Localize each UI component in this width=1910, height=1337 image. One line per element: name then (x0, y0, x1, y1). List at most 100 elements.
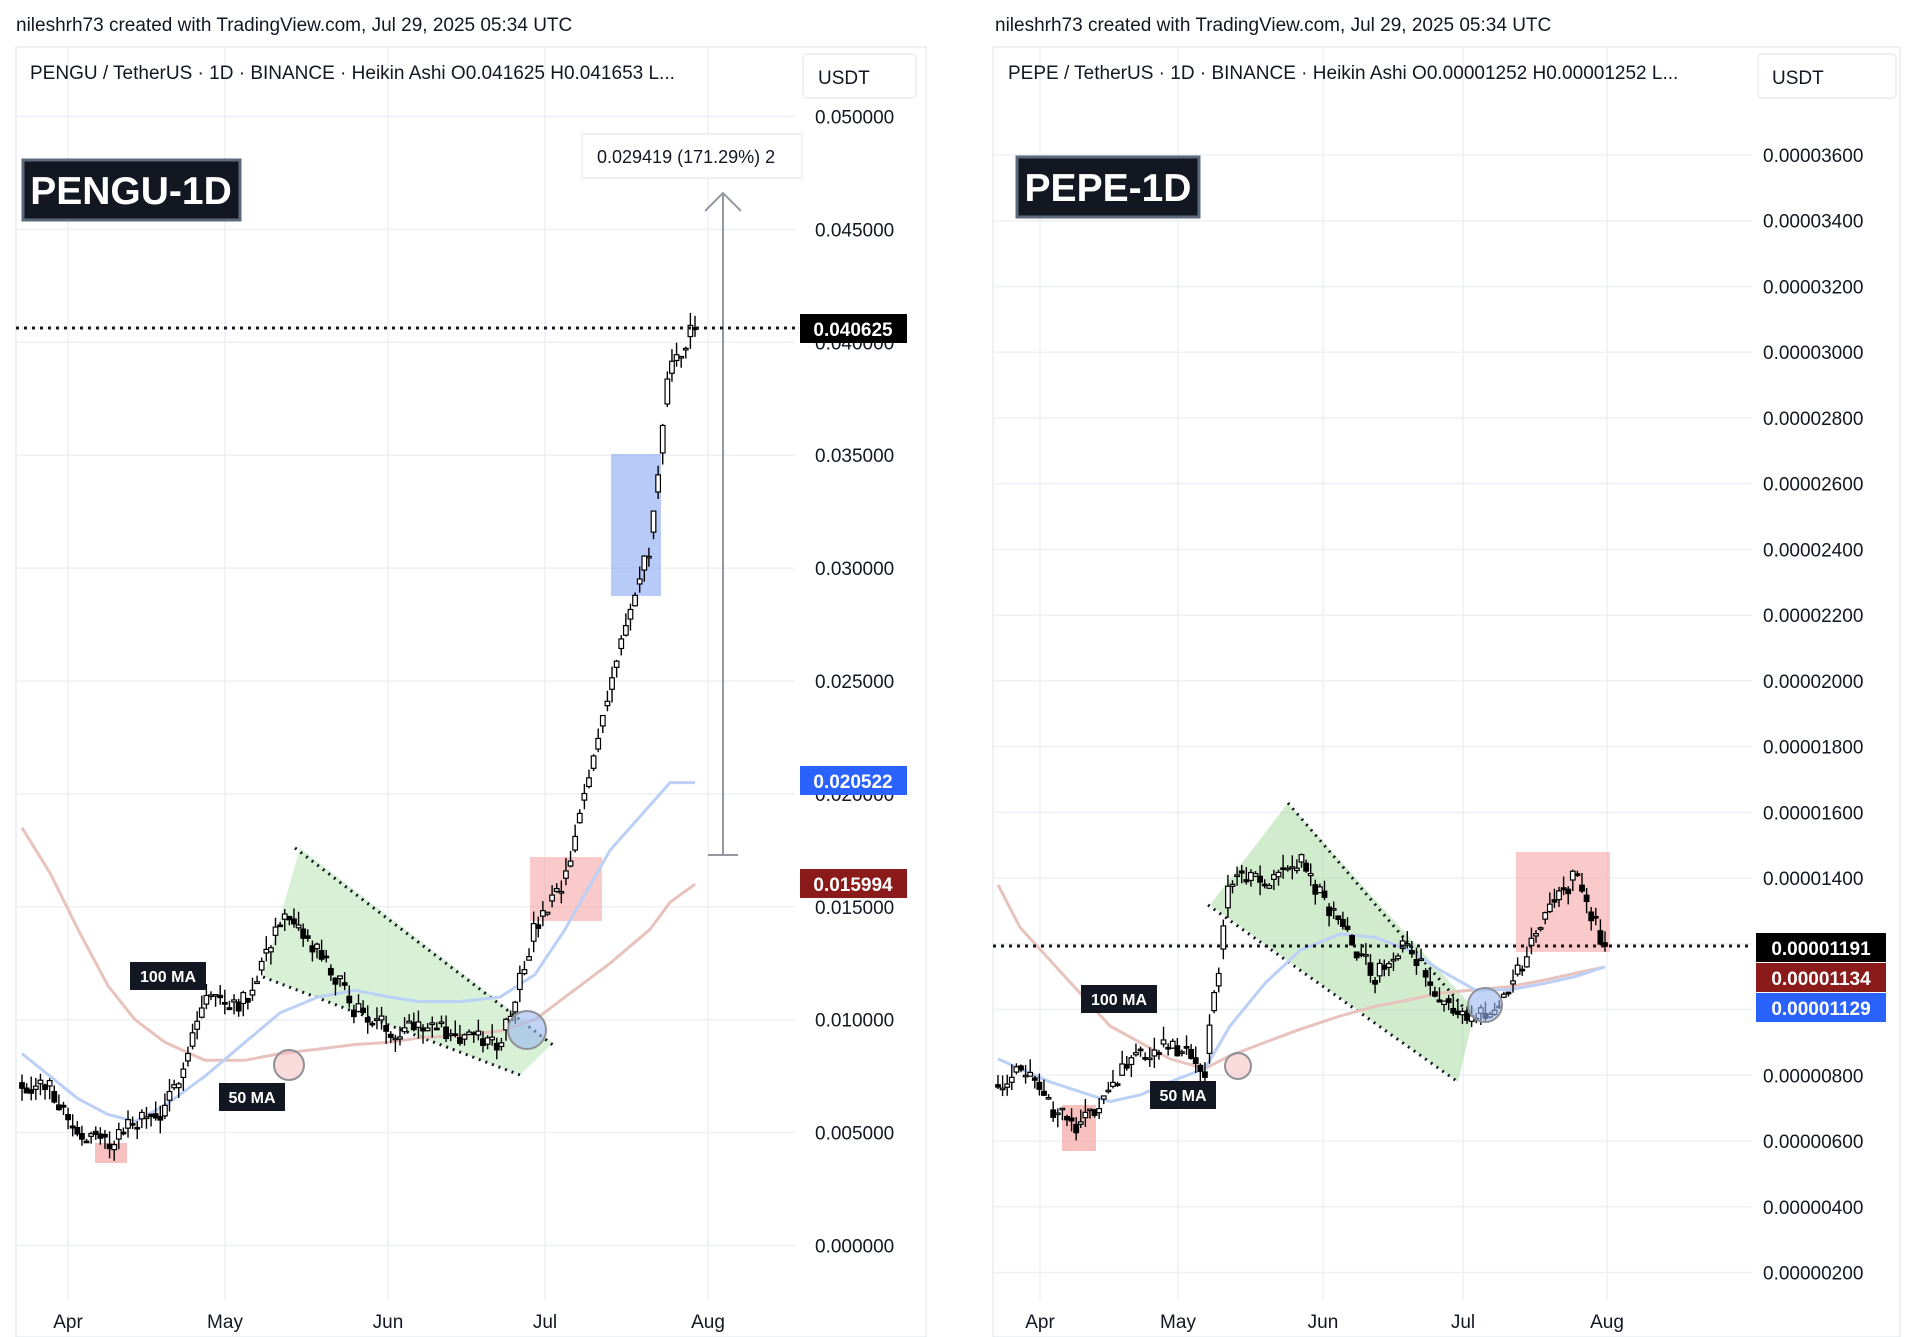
candle-body (1169, 1040, 1176, 1049)
candle-body (327, 967, 334, 976)
grid (993, 47, 1752, 1300)
candle-body (383, 1025, 390, 1032)
candle-body (1087, 1108, 1093, 1112)
current-price-tag-text: 0.040625 (813, 320, 893, 341)
ma50-line (21, 781, 695, 1123)
candle-body (291, 918, 297, 925)
channel-upper-trendline (1286, 802, 1472, 1016)
resistance-zone (1516, 852, 1610, 952)
candle-body (1298, 854, 1305, 863)
price-tick-label: 0.00000400 (1763, 1198, 1863, 1219)
candle-body (1027, 1071, 1034, 1077)
candle-body (1004, 1083, 1011, 1088)
candle-body (281, 913, 288, 920)
candle-body (1597, 930, 1604, 945)
candle-body (28, 1089, 35, 1094)
candle-body (1096, 1107, 1103, 1114)
candle-body (1579, 884, 1585, 892)
candle-body (669, 360, 675, 374)
currency-button[interactable]: USDT (802, 53, 917, 99)
chart-pengu: nileshrh73 created with TradingView.com,… (15, 15, 927, 1337)
candle-body (1271, 874, 1277, 880)
breakout-marker (507, 1010, 547, 1050)
current-price-tag: 0.00001191 (1756, 933, 1886, 962)
candle-body (1146, 1057, 1153, 1061)
candle-body (1339, 918, 1346, 927)
candle-body (498, 1042, 505, 1048)
candle-body (1459, 1010, 1466, 1016)
ma50-price-tag-text: 0.00001129 (1771, 999, 1870, 1020)
candle-body (249, 989, 256, 996)
candle-body (19, 1082, 25, 1089)
candle-body (622, 624, 629, 636)
candle-body (1431, 991, 1438, 997)
candle-body (272, 926, 279, 936)
time-tick-label: Jun (373, 1312, 404, 1333)
candle-body (392, 1037, 399, 1041)
candle-body (1059, 1107, 1066, 1111)
candle-body (1376, 962, 1383, 977)
candle-body (1206, 1024, 1213, 1055)
currency-button[interactable]: USDT (1757, 53, 1897, 99)
candle-body (1390, 958, 1397, 962)
candle-body (581, 792, 588, 801)
time-tick-label: Apr (53, 1312, 83, 1333)
candle-body (673, 354, 680, 362)
candle-body (406, 1020, 413, 1024)
candle-body (148, 1113, 154, 1118)
candle-body (1275, 871, 1282, 878)
candle-body (258, 960, 265, 971)
candle-body (102, 1133, 108, 1138)
candle-body (1073, 1123, 1080, 1134)
ma100-price-tag-text: 0.015994 (813, 875, 893, 896)
candle-body (286, 915, 293, 921)
candle-body (51, 1091, 58, 1103)
candle-body (424, 1027, 431, 1032)
price-tick-label: 0.00000600 (1763, 1132, 1863, 1153)
candle-body (1542, 912, 1549, 920)
time-tick-label: Aug (691, 1312, 725, 1333)
candle-body (364, 1017, 371, 1023)
candle-body (613, 660, 620, 668)
price-tick-label: 0.00000200 (1763, 1264, 1863, 1285)
candle-body (1330, 908, 1337, 911)
candle-body (535, 924, 542, 929)
candle-body (636, 578, 643, 585)
candle-body (1556, 890, 1562, 901)
candle-body (346, 995, 353, 1004)
candle-body (1160, 1039, 1167, 1045)
candle-body (1583, 894, 1590, 903)
candle-body (678, 355, 685, 359)
price-tick-label: 0.00001400 (1763, 869, 1863, 890)
candle-body (1441, 1000, 1447, 1006)
candle-body (69, 1125, 76, 1129)
candle-body (1133, 1052, 1139, 1056)
candle-body (1546, 903, 1553, 913)
candle-body (189, 1032, 196, 1047)
time-tick-label: Apr (1025, 1312, 1055, 1333)
candle-body (1592, 915, 1599, 919)
candle-body (1381, 964, 1388, 970)
candle-body (650, 510, 657, 533)
candle-body (337, 975, 343, 980)
candle-body (157, 1116, 164, 1121)
price-tick-label: 0.00002600 (1763, 475, 1863, 496)
time-tick-label: Jun (1308, 1312, 1339, 1333)
candle-body (46, 1079, 53, 1087)
candle-body (55, 1104, 62, 1111)
current-price-tag: 0.040625 (800, 314, 907, 343)
price-tick-label: 0.025000 (815, 672, 894, 693)
price-tick-label: 0.030000 (815, 559, 894, 580)
candle-body (65, 1114, 71, 1121)
candle-body (1211, 991, 1218, 1012)
measurement-label: 0.029419 (171.29%) 2 (597, 147, 775, 167)
candle-body (1123, 1063, 1130, 1069)
price-axis: 0.00003600 0.00003400 0.00003200 0.00003000… (1763, 146, 1863, 1285)
candle-body (166, 1090, 173, 1101)
candle-body (355, 1003, 362, 1013)
price-tick-label: 0.000000 (815, 1237, 894, 1258)
candle-body (369, 1022, 376, 1026)
candle-body (480, 1038, 486, 1047)
pengu-badge: PENGU-1D (21, 158, 242, 222)
